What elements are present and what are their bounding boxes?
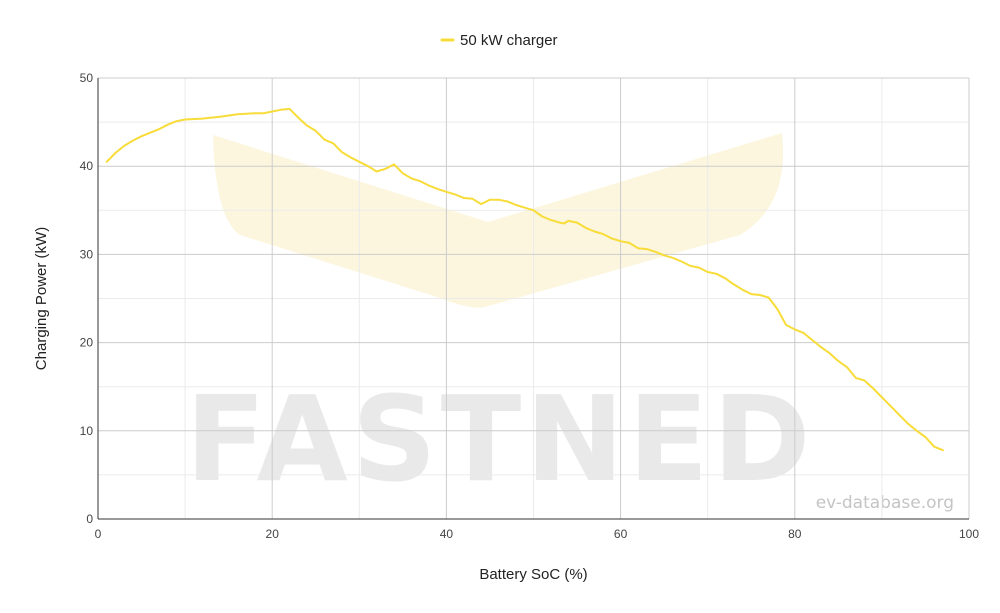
y-tick-label: 20 bbox=[80, 336, 94, 350]
y-tick-label: 10 bbox=[80, 424, 94, 438]
legend-label: 50 kW charger bbox=[460, 32, 558, 49]
y-tick-label: 50 bbox=[80, 71, 94, 85]
x-tick-label: 80 bbox=[788, 527, 802, 541]
x-tick-label: 60 bbox=[614, 527, 628, 541]
watermark-text: FASTNED bbox=[185, 370, 814, 508]
x-tick-label: 100 bbox=[959, 527, 979, 541]
y-tick-label: 40 bbox=[80, 159, 94, 173]
axes bbox=[97, 78, 969, 520]
y-axis-title: Charging Power (kW) bbox=[33, 227, 50, 370]
legend[interactable]: 50 kW charger bbox=[440, 32, 558, 49]
watermark-logo-shape bbox=[213, 133, 784, 308]
fastned-watermark: FASTNED ev-database.org bbox=[185, 133, 954, 513]
site-watermark: ev-database.org bbox=[816, 493, 954, 513]
y-tick-label: 0 bbox=[86, 512, 93, 526]
x-tick-label: 20 bbox=[266, 527, 280, 541]
major-gridlines bbox=[98, 77, 970, 519]
x-tick-label: 0 bbox=[95, 527, 102, 541]
x-tick-label: 40 bbox=[440, 527, 454, 541]
x-axis-ticks: 0 20 40 60 80 100 bbox=[95, 527, 980, 541]
series-line bbox=[105, 107, 944, 452]
y-axis-ticks: 0 10 20 30 40 50 bbox=[80, 71, 94, 526]
y-tick-label: 30 bbox=[80, 247, 94, 261]
x-axis-title: Battery SoC (%) bbox=[479, 566, 587, 583]
series-layer bbox=[105, 107, 944, 452]
